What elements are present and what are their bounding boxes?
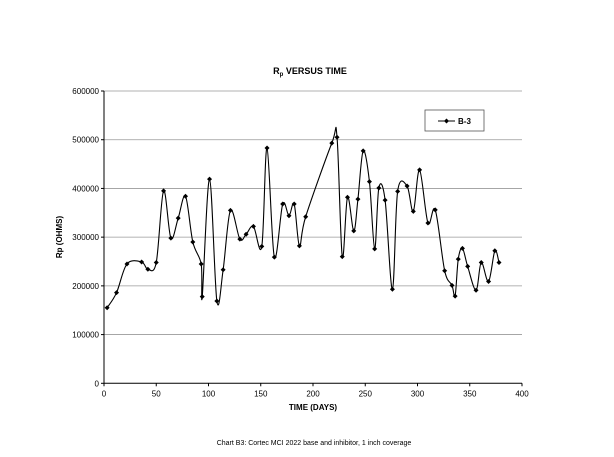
- data-point: [259, 243, 265, 249]
- grid-lines: [104, 90, 522, 335]
- data-point: [153, 259, 159, 265]
- chart-title: Rp VERSUS TIME: [273, 66, 347, 78]
- y-tick-labels: 0 100000 200000 300000 400000 500000 600000: [72, 87, 99, 388]
- data-point: [227, 207, 233, 213]
- data-point: [334, 134, 340, 140]
- data-point: [410, 208, 416, 214]
- y-tick-label: 300000: [72, 233, 99, 242]
- y-tick-label: 500000: [72, 136, 99, 145]
- data-point: [237, 236, 243, 242]
- data-point: [264, 145, 270, 151]
- data-point: [486, 278, 492, 284]
- legend-label: B-3: [458, 117, 471, 126]
- y-tick-label: 100000: [72, 331, 99, 340]
- data-point: [296, 243, 302, 249]
- data-point: [496, 259, 502, 265]
- data-point: [139, 259, 145, 265]
- data-point: [344, 194, 350, 200]
- data-point: [360, 148, 366, 154]
- x-tick-label: 250: [359, 389, 373, 398]
- data-point: [124, 261, 130, 267]
- x-tick-label: 400: [515, 389, 529, 398]
- legend: B-3: [424, 109, 485, 132]
- data-point: [355, 196, 361, 202]
- x-tick-label: 0: [102, 389, 107, 398]
- data-point: [243, 231, 249, 237]
- data-point: [190, 239, 196, 245]
- x-tick-label: 300: [411, 389, 425, 398]
- y-tick-label: 400000: [72, 184, 99, 193]
- x-tick-labels: 0 50 100 150 200 250 300 350 400: [102, 389, 529, 398]
- data-point: [220, 267, 226, 273]
- x-tick-label: 50: [152, 389, 161, 398]
- data-point: [250, 223, 256, 229]
- data-point: [395, 188, 401, 194]
- data-point: [382, 197, 388, 203]
- x-tick-label: 350: [463, 389, 477, 398]
- data-point: [425, 220, 431, 226]
- y-axis-label: Rp (OHMS): [55, 216, 64, 259]
- data-point: [432, 207, 438, 213]
- data-point: [199, 294, 205, 300]
- data-point: [351, 228, 357, 234]
- data-point: [492, 248, 498, 254]
- data-point: [473, 287, 479, 293]
- x-tick-label: 100: [202, 389, 216, 398]
- legend-marker-diamond-icon: [444, 118, 449, 124]
- data-point: [114, 290, 120, 296]
- data-point: [366, 179, 372, 185]
- data-point: [183, 193, 189, 199]
- chart-caption: Chart B3: Cortec MCI 2022 base and inhib…: [217, 440, 412, 447]
- data-point: [286, 213, 292, 219]
- data-point: [291, 201, 297, 207]
- y-tick-label: 200000: [72, 282, 99, 291]
- data-point: [459, 245, 465, 251]
- data-point: [465, 263, 471, 269]
- data-point: [271, 254, 277, 260]
- x-tick-label: 200: [306, 389, 320, 398]
- data-point: [455, 256, 461, 262]
- data-point: [339, 254, 345, 260]
- data-point: [214, 298, 220, 304]
- data-point: [175, 215, 181, 221]
- data-point: [417, 167, 423, 173]
- data-point: [442, 268, 448, 274]
- data-point: [478, 259, 484, 265]
- data-point: [168, 235, 174, 241]
- data-point: [389, 286, 395, 292]
- x-axis-label: TIME (DAYS): [289, 403, 337, 412]
- series-line: [106, 126, 500, 309]
- x-tick-label: 150: [254, 389, 268, 398]
- data-point: [329, 140, 335, 146]
- data-point: [161, 188, 167, 194]
- data-point: [404, 183, 410, 189]
- y-tick-label: 600000: [72, 87, 99, 96]
- data-point: [303, 214, 309, 220]
- data-point: [449, 282, 455, 288]
- data-point: [372, 246, 378, 252]
- y-tick-label: 0: [95, 379, 100, 388]
- data-point: [198, 261, 204, 267]
- data-point: [376, 185, 382, 191]
- data-point: [207, 176, 213, 182]
- data-point: [280, 201, 286, 207]
- data-point: [452, 293, 458, 299]
- axes: [101, 90, 523, 387]
- data-point: [104, 305, 110, 311]
- series-b3: [104, 126, 502, 311]
- data-point: [145, 266, 151, 272]
